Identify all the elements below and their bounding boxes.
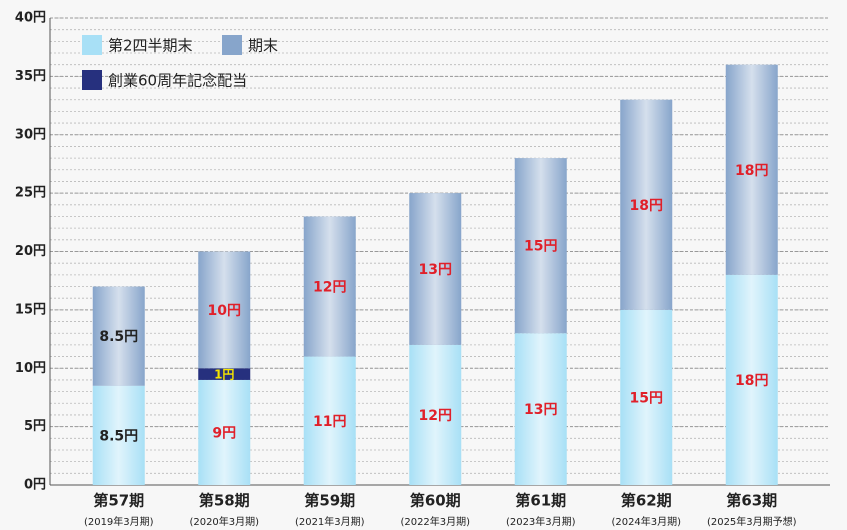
legend-swatch: [82, 70, 102, 90]
y-tick-label: 25円: [15, 186, 46, 201]
x-tick-note: (2021年3月期): [295, 515, 365, 528]
bar-shine: [514, 333, 567, 485]
y-tick-label: 0円: [24, 478, 46, 493]
value-label: 12円: [313, 280, 346, 296]
bar-shine: [92, 385, 145, 485]
value-label: 8.5円: [99, 428, 138, 444]
bar-shine: [303, 216, 356, 357]
bar-shine: [409, 193, 462, 345]
bar-shine: [725, 274, 778, 485]
value-label: 15円: [524, 239, 557, 255]
y-tick-label: 40円: [15, 11, 46, 26]
value-label: 12円: [419, 408, 452, 424]
x-tick-note: (2025年3月期予想): [707, 515, 797, 528]
y-tick-label: 10円: [15, 361, 46, 376]
y-tick-label: 35円: [15, 69, 46, 84]
value-label: 18円: [735, 163, 768, 179]
bar-shine: [92, 286, 145, 386]
x-tick-label: 第63期: [726, 492, 777, 510]
x-tick-label: 第62期: [621, 492, 672, 510]
value-label: 11円: [313, 414, 346, 430]
value-label: 18円: [630, 198, 663, 214]
x-tick-label: 第60期: [410, 492, 461, 510]
value-label: 13円: [524, 402, 557, 418]
bar-shine: [303, 356, 356, 485]
y-tick-label: 15円: [15, 302, 46, 317]
bar-segment: [198, 368, 251, 380]
value-label: 13円: [419, 262, 452, 278]
bar-shine: [620, 309, 673, 485]
value-label: 8.5円: [99, 329, 138, 345]
bar-shine: [198, 251, 251, 369]
value-label: 18円: [735, 373, 768, 389]
y-tick-label: 30円: [15, 127, 46, 142]
value-label: 9円: [212, 425, 236, 441]
bar-shine: [514, 158, 567, 334]
bar-shine: [409, 344, 462, 485]
legend-swatch: [82, 35, 102, 55]
value-label: 1円: [214, 368, 234, 382]
legend-label: 期末: [248, 37, 278, 55]
x-tick-note: (2023年3月期): [506, 515, 576, 528]
x-tick-note: (2020年3月期): [189, 515, 259, 528]
y-tick-label: 20円: [15, 244, 46, 259]
x-tick-note: (2024年3月期): [611, 515, 681, 528]
x-tick-label: 第57期: [93, 492, 144, 510]
x-tick-label: 第58期: [199, 492, 250, 510]
legend-label: 創業60周年記念配当: [108, 72, 247, 90]
bar-shine: [725, 64, 778, 275]
bar-shine: [620, 99, 673, 310]
value-label: 15円: [630, 390, 663, 406]
y-tick-label: 5円: [24, 419, 46, 434]
x-tick-note: (2022年3月期): [400, 515, 470, 528]
x-tick-note: (2019年3月期): [84, 515, 154, 528]
bar-shine: [198, 379, 251, 485]
legend-label: 第2四半期末: [108, 37, 193, 55]
x-tick-label: 第61期: [515, 492, 566, 510]
x-tick-label: 第59期: [304, 492, 355, 510]
legend-swatch: [222, 35, 242, 55]
value-label: 10円: [208, 303, 241, 319]
